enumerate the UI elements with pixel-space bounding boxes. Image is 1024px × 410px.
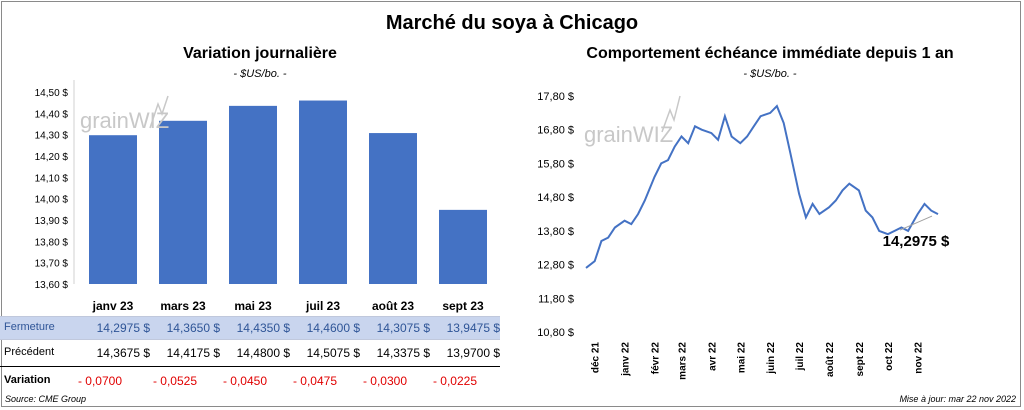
bar-y-tick-label: 13,90 $ [35,216,69,227]
bar [229,105,277,284]
change-cell: - 0,0225 [432,374,478,388]
bar-series [89,100,487,285]
bar-x-tick-label: janv 23 [92,299,134,313]
left-unit: - $US/bo. - [233,68,287,80]
line-y-tick-label: 11,80 $ [538,293,574,305]
right-unit: - $US/bo. - [743,68,797,80]
change-cell: - 0,0525 [152,374,198,388]
watermark-right: grainWIZ [584,122,673,147]
bar-x-ticks: janv 23 mars 23 mai 23 juil 23 août 23 sept 2… [92,299,484,313]
bar-chart: 13,60 $ 13,70 $ 13,80 $ 13,90 $ 14,00 $ 14,10… [35,80,487,313]
line-y-tick-label: 16,80 $ [537,125,574,137]
bar [159,120,207,284]
close-cell: 14,4350 $ [236,321,290,335]
line-y-tick-label: 12,80 $ [537,260,574,272]
line-x-tick-label: oct 22 [884,342,895,371]
previous-cell: 14,3375 $ [376,346,430,360]
line-x-tick-label: nov 22 [914,342,925,374]
line-chart: 10,80 $ 11,80 $ 12,80 $ 13,80 $ 14,80 $ 15,80… [537,91,950,380]
line-x-tick-label: sept 22 [855,342,866,377]
previous-cell: 14,4175 $ [166,346,220,360]
bar [299,100,347,285]
line-y-tick-label: 17,80 $ [537,91,574,103]
bar [369,133,417,284]
previous-row: Précédent 14,3675 $ 14,4175 $ 14,4800 $ … [0,342,500,364]
change-cell: - 0,0300 [362,374,408,388]
bar-y-tick-label: 14,40 $ [35,109,69,120]
bar [439,209,487,284]
change-cell: - 0,0475 [292,374,338,388]
page-title: Marché du soya à Chicago [385,12,639,34]
close-cell: 14,4600 $ [306,321,360,335]
close-row-label: Fermeture [4,321,55,333]
watermark-right-mark [661,95,681,133]
previous-cell: 14,3675 $ [96,346,150,360]
bar-y-tick-label: 14,20 $ [35,152,69,163]
close-row: Fermeture 14,2975 $ 14,3650 $ 14,4350 $ … [0,316,500,340]
last-value-callout-line [899,215,933,231]
watermark-left: grainWIZ [80,108,169,133]
close-cell: 14,3650 $ [166,321,220,335]
bar-x-tick-label: août 23 [372,299,414,313]
change-row: Variation - 0,0700 - 0,0525 - 0,0450 - 0… [0,370,500,392]
line-x-tick-label: févr 22 [650,342,661,375]
left-subtitle: Variation journalière [183,45,337,62]
source-note: Source: CME Group [5,394,87,404]
previous-cell: 14,4800 $ [236,346,290,360]
bar-y-tick-label: 14,30 $ [35,131,69,142]
line-x-tick-label: mai 22 [736,342,747,374]
change-cell: - 0,0450 [222,374,268,388]
table-divider [0,366,500,367]
bar-x-tick-label: mars 23 [160,299,206,313]
watermark-left-mark [149,95,169,129]
line-y-tick-label: 14,80 $ [537,192,574,204]
bar-x-tick-label: sept 23 [442,299,484,313]
bar-y-tick-label: 13,60 $ [35,280,69,291]
last-value-label: 14,2975 $ [883,233,950,250]
previous-cell: 13,9700 $ [446,346,500,360]
bar-x-tick-label: mai 23 [234,299,272,313]
previous-cell: 14,5075 $ [306,346,360,360]
bar-y-tick-label: 14,10 $ [35,173,69,184]
update-note: Mise à jour: mar 22 nov 2022 [899,394,1016,404]
close-cell: 14,3075 $ [376,321,430,335]
bar-y-tick-label: 14,50 $ [35,88,69,99]
line-x-tick-label: juil 22 [795,342,806,372]
bar [89,135,137,284]
line-x-tick-label: août 22 [825,342,836,377]
bar-y-ticks: 13,60 $ 13,70 $ 13,80 $ 13,90 $ 14,00 $ 14,10… [35,88,69,291]
right-subtitle: Comportement échéance immédiate depuis 1… [586,45,954,62]
line-x-tick-label: mars 22 [677,342,688,380]
line-y-tick-label: 10,80 $ [537,327,574,339]
change-cell: - 0,0700 [77,374,123,388]
price-line [585,104,939,269]
bar-y-tick-label: 13,80 $ [35,237,69,248]
line-x-tick-label: juin 22 [766,342,777,375]
line-x-ticks: déc 21 janv 22 févr 22 mars 22 avr 22 mai 22 j… [591,342,925,380]
line-x-tick-label: avr 22 [707,342,718,371]
line-y-ticks: 10,80 $ 11,80 $ 12,80 $ 13,80 $ 14,80 $ 15,80… [537,91,574,339]
line-x-tick-label: janv 22 [621,342,632,377]
close-cell: 13,9475 $ [446,321,500,335]
line-y-tick-label: 15,80 $ [537,158,574,170]
change-row-label: Variation [4,374,51,386]
line-y-tick-label: 13,80 $ [537,226,574,238]
previous-row-label: Précédent [4,346,55,358]
bar-y-tick-label: 13,70 $ [35,259,69,270]
close-cell: 14,2975 $ [96,321,150,335]
line-x-tick-label: déc 21 [591,342,602,374]
bar-y-tick-label: 14,00 $ [35,195,69,206]
bar-x-tick-label: juil 23 [305,299,340,313]
